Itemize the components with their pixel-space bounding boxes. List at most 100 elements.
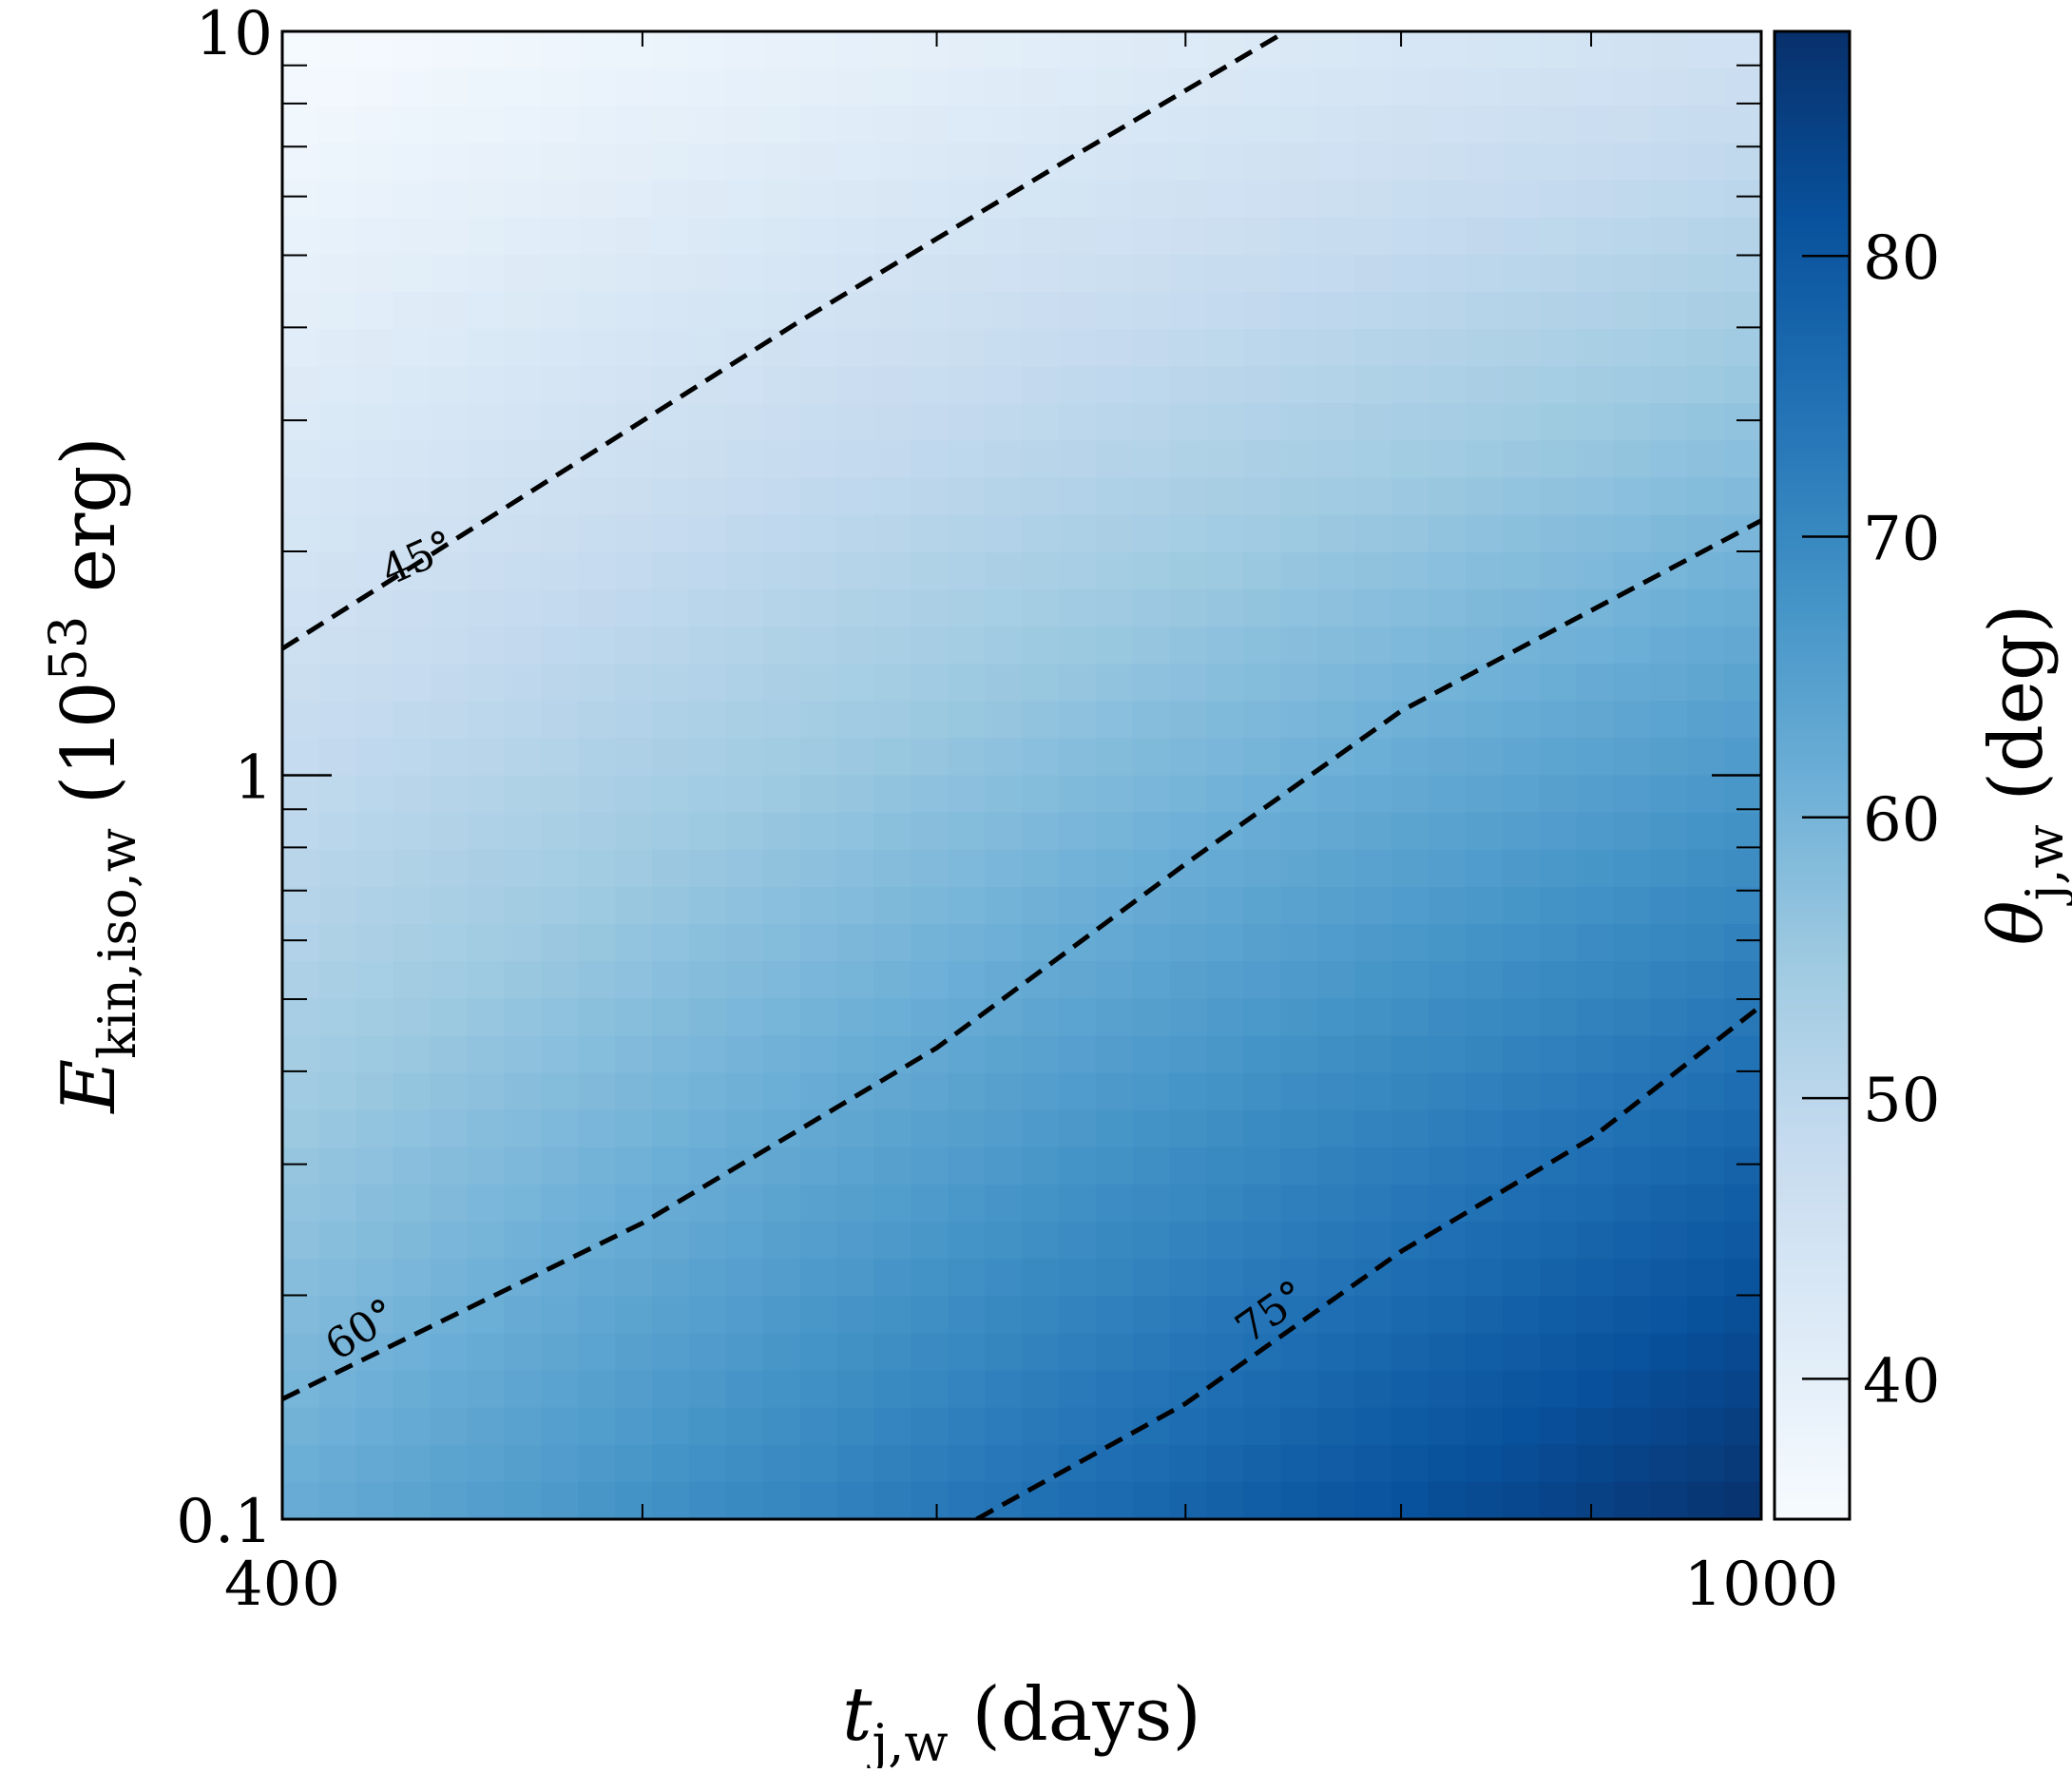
heatmap-cell	[725, 1259, 764, 1298]
heatmap-cell	[1354, 738, 1392, 777]
heatmap-cell	[1280, 849, 1319, 888]
heatmap-cell	[1206, 775, 1245, 814]
heatmap-cell	[430, 291, 469, 330]
heatmap-cell	[688, 514, 727, 553]
heatmap-cell	[430, 1072, 469, 1111]
heatmap-cell	[873, 180, 912, 219]
heatmap-cell	[578, 551, 617, 590]
heatmap-cell	[1687, 1259, 1726, 1298]
heatmap-cell	[1354, 1407, 1392, 1446]
heatmap-cell	[1280, 1481, 1319, 1519]
heatmap-cell	[504, 1333, 543, 1372]
heatmap-cell	[1576, 403, 1615, 442]
heatmap-cell	[1391, 588, 1429, 627]
heatmap-cell	[1650, 998, 1689, 1037]
heatmap-cell	[1650, 291, 1689, 330]
heatmap-cell	[1132, 106, 1171, 145]
heatmap-cell	[1650, 626, 1689, 665]
heatmap-cell	[1539, 440, 1578, 479]
heatmap-cell	[911, 1259, 950, 1298]
heatmap-cell	[1095, 1184, 1134, 1223]
heatmap-cell	[948, 514, 987, 553]
heatmap-cell	[1576, 849, 1615, 888]
heatmap-cell	[1502, 1035, 1541, 1074]
heatmap-cell	[836, 477, 875, 516]
heatmap-cell	[1317, 403, 1356, 442]
heatmap-cell	[1058, 403, 1097, 442]
heatmap-cell	[1613, 106, 1652, 145]
heatmap-cell	[282, 886, 320, 925]
heatmap-cell	[615, 998, 653, 1037]
heatmap-cell	[1576, 477, 1615, 516]
heatmap-cell	[578, 1333, 617, 1372]
heatmap-cell	[1243, 254, 1282, 293]
heatmap-cell	[762, 588, 801, 627]
x-tick-label: 1000	[1684, 1550, 1839, 1620]
heatmap-cell	[873, 588, 912, 627]
heatmap-cell	[1243, 143, 1282, 182]
heatmap-cell	[1613, 366, 1652, 405]
heatmap-cell	[652, 924, 690, 963]
heatmap-cell	[1650, 588, 1689, 627]
heatmap-cell	[836, 1147, 875, 1185]
heatmap-cell	[836, 738, 875, 777]
heatmap-cell	[873, 329, 912, 368]
heatmap-cell	[1539, 329, 1578, 368]
heatmap-cell	[1687, 701, 1726, 740]
heatmap-cell	[948, 738, 987, 777]
heatmap-cell	[1206, 1072, 1245, 1111]
heatmap-cell	[1132, 886, 1171, 925]
heatmap-cell	[1650, 961, 1689, 1000]
heatmap-cell	[725, 1222, 764, 1261]
heatmap-cell	[725, 1109, 764, 1148]
heatmap-cell	[615, 738, 653, 777]
heatmap-cell	[467, 31, 506, 70]
heatmap-cell	[762, 701, 801, 740]
heatmap-cell	[1317, 477, 1356, 516]
heatmap-cell	[1132, 143, 1171, 182]
heatmap-cell	[873, 217, 912, 256]
heatmap-cell	[688, 1333, 727, 1372]
heatmap-cell	[1465, 1035, 1504, 1074]
heatmap-cell	[985, 1481, 1023, 1519]
heatmap-cell	[1095, 31, 1134, 70]
heatmap-cell	[1724, 291, 1761, 330]
heatmap-cell	[1650, 403, 1689, 442]
heatmap-cell	[1465, 1370, 1504, 1409]
heatmap-cell	[948, 1407, 987, 1446]
heatmap-cell	[725, 626, 764, 665]
heatmap-cell	[1058, 588, 1097, 627]
heatmap-cell	[948, 106, 987, 145]
heatmap-cell	[318, 254, 357, 293]
heatmap-cell	[1502, 291, 1541, 330]
heatmap-cell	[911, 588, 950, 627]
heatmap-cell	[318, 664, 357, 703]
heatmap-cell	[615, 1407, 653, 1446]
heatmap-cell	[1132, 775, 1171, 814]
heatmap-cell	[355, 1147, 394, 1185]
heatmap-cell	[1058, 626, 1097, 665]
heatmap-cell	[1132, 514, 1171, 553]
heatmap-cell	[1022, 551, 1060, 590]
heatmap-cell	[652, 68, 690, 107]
heatmap-cell	[652, 551, 690, 590]
heatmap-cell	[1058, 849, 1097, 888]
heatmap-cell	[911, 1222, 950, 1261]
colorbar-tick-label: 60	[1863, 785, 1940, 856]
heatmap-cell	[1022, 106, 1060, 145]
heatmap-cell	[948, 217, 987, 256]
heatmap-cell	[1095, 812, 1134, 851]
heatmap-cell	[799, 664, 838, 703]
heatmap-cell	[1724, 1035, 1761, 1074]
heatmap-cell	[1724, 1407, 1761, 1446]
heatmap-cell	[541, 291, 580, 330]
heatmap-cell	[1428, 849, 1467, 888]
heatmap-cell	[911, 998, 950, 1037]
heatmap-cell	[1317, 849, 1356, 888]
heatmap-cell	[355, 775, 394, 814]
heatmap-cell	[652, 477, 690, 516]
heatmap-cell	[1428, 1370, 1467, 1409]
heatmap-cell	[318, 1072, 357, 1111]
heatmap-cell	[1687, 366, 1726, 405]
heatmap-cell	[1206, 1370, 1245, 1409]
